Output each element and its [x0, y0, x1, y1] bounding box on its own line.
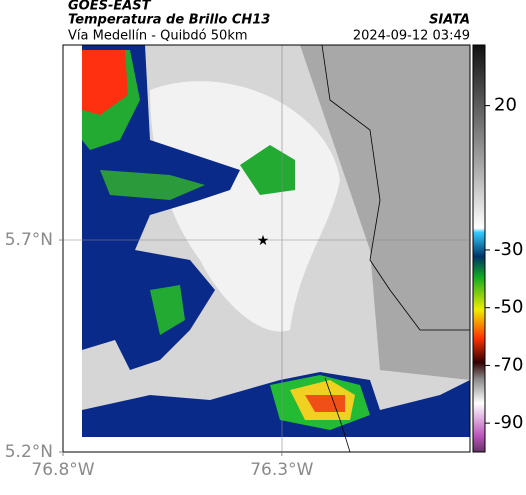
y-tick-label: 5.2°N: [5, 442, 53, 462]
x-tick-label: 76.8°W: [31, 460, 94, 480]
imagery: [63, 45, 470, 452]
map-frame: [62, 44, 471, 453]
subtitle: Temperatura de Brillo CH13: [68, 13, 270, 28]
colorbar-tick-label: -90: [494, 412, 523, 433]
colorbar-tick-label: -70: [494, 354, 523, 375]
x-tick-label: 76.3°W: [250, 460, 313, 480]
y-tick-label: 5.7°N: [5, 230, 53, 250]
colorbar: [472, 44, 486, 453]
location: Vía Medellín - Quibdó 50km: [68, 29, 248, 44]
colorbar-tick-label: -50: [494, 297, 523, 318]
title: GOES-EAST: [68, 0, 152, 14]
colorbar-tick-label: 20: [494, 95, 517, 116]
colorbar-tick-label: -30: [494, 239, 523, 260]
location-marker: ★: [257, 233, 270, 249]
source: SIATA: [429, 13, 470, 28]
datetime: 2024-09-12 03:49: [353, 29, 470, 44]
